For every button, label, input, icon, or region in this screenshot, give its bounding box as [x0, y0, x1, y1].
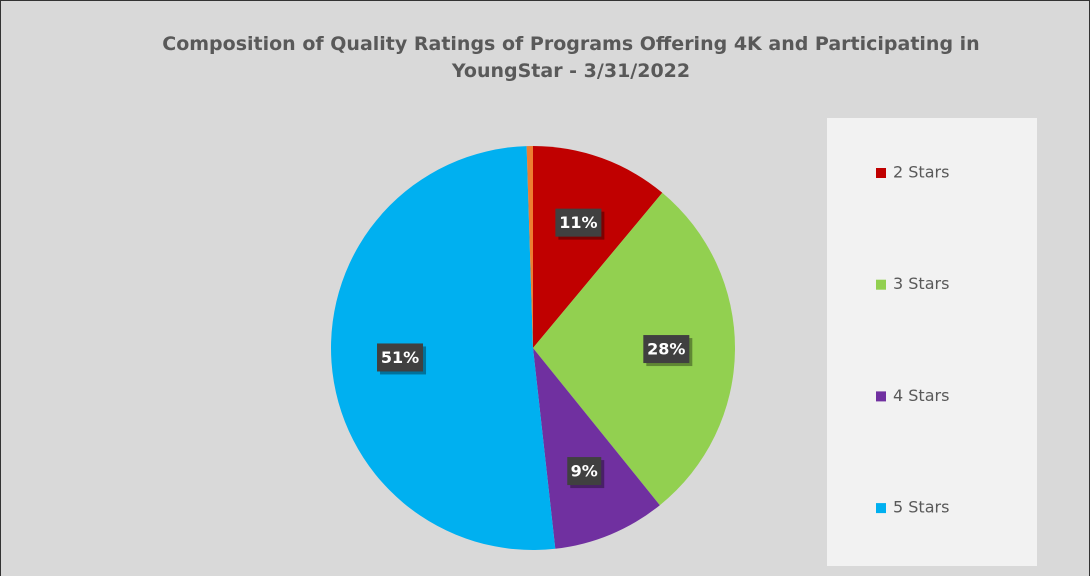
pie-slice: [533, 192, 735, 506]
data-label-box: [567, 457, 602, 486]
data-label: 51%: [381, 348, 419, 367]
chart-title: Composition of Quality Ratings of Progra…: [162, 33, 980, 82]
data-label: 28%: [647, 340, 685, 359]
legend-label: 5 Stars: [893, 498, 949, 517]
legend-marker: [876, 279, 886, 290]
pie-slice: [533, 348, 660, 549]
legend-label: 2 Stars: [893, 163, 949, 182]
legend-label: 4 Stars: [893, 386, 949, 405]
pie-slice: [533, 146, 663, 348]
legend-box: [827, 118, 1037, 566]
legend-label: 3 Stars: [893, 274, 949, 293]
data-label-box: [555, 208, 602, 237]
data-label: 11%: [559, 213, 597, 232]
data-label: 9%: [571, 462, 598, 481]
data-label-box: [377, 343, 424, 372]
pie-slice: [526, 146, 533, 348]
legend-marker: [876, 391, 886, 402]
data-label-box: [643, 335, 690, 364]
legend-marker: [876, 503, 886, 514]
pie-slice: [331, 146, 556, 550]
legend-marker: [876, 168, 886, 178]
